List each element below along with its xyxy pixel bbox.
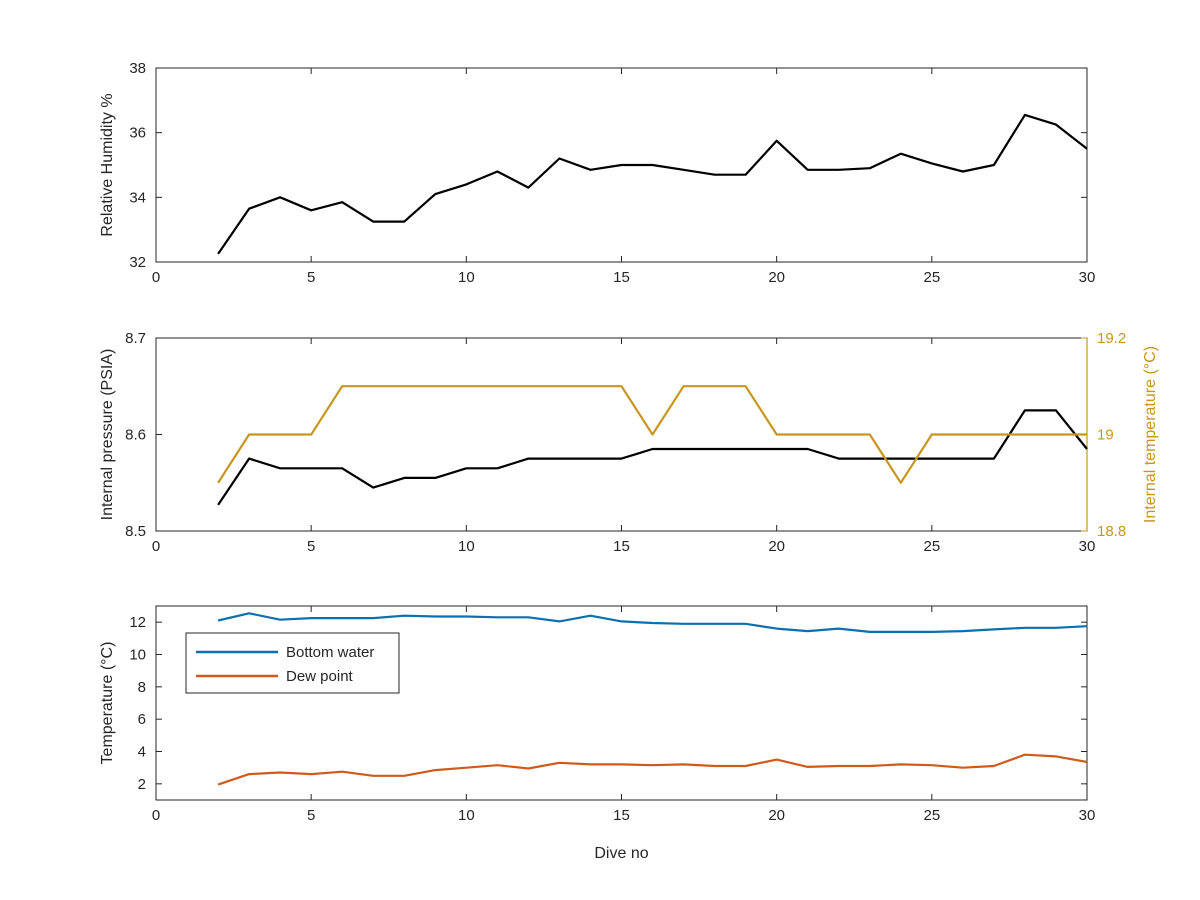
y-tick-label: 36 — [129, 125, 146, 142]
y-tick-label: 8.7 — [125, 330, 146, 347]
series-line-1 — [217, 113, 1088, 255]
y-right-axis-label: Internal temperature (°C) — [1142, 346, 1159, 523]
y-axis-label: Internal pressure (PSIA) — [99, 349, 116, 521]
x-tick-label: 5 — [307, 269, 315, 286]
x-tick-label: 10 — [458, 538, 475, 555]
x-tick-label: 0 — [152, 538, 160, 555]
y-axis-label: Relative Humidity % — [99, 93, 116, 236]
subplot-1: 0 5 10 15 20 25 30 32 34 36 38 Relative Humidity % — [99, 60, 1095, 286]
y-tick-label: 4 — [138, 744, 146, 761]
x-tick-label: 15 — [613, 538, 630, 555]
x-tick-label: 25 — [923, 538, 940, 555]
y-tick-label: 6 — [138, 711, 146, 728]
x-tick-label: 0 — [152, 807, 160, 824]
x-tick-label: 15 — [613, 807, 630, 824]
subplot-3: 0 5 10 15 20 25 30 2 4 6 8 10 12 Temperature (°C) Dive… — [99, 605, 1096, 862]
x-tick-label: 30 — [1079, 269, 1096, 286]
y-tick-label: 2 — [138, 776, 146, 793]
x-tick-label: 10 — [458, 269, 475, 286]
y-tick-label: 10 — [129, 647, 146, 664]
series-line-2 — [217, 385, 1087, 484]
series-line-1 — [217, 409, 1088, 506]
y-tick-label: 38 — [129, 60, 146, 77]
x-tick-label: 20 — [768, 538, 785, 555]
legend — [185, 632, 400, 694]
x-tick-label: 10 — [458, 807, 475, 824]
series-line-1 — [217, 612, 1088, 634]
x-tick-label: 20 — [768, 269, 785, 286]
y-axis-label: Temperature (°C) — [99, 642, 116, 765]
y-tick-label: 12 — [129, 614, 146, 631]
x-tick-label: 15 — [613, 269, 630, 286]
y-tick-label: 34 — [129, 189, 146, 206]
y-tick-label: 8.6 — [125, 427, 146, 444]
x-tick-label: 30 — [1079, 538, 1096, 555]
subplot-2: 0 5 10 15 20 25 30 8.5 8.6 8.7 18.8 19 19.2 Internal … — [99, 330, 1159, 555]
x-tick-label: 20 — [768, 807, 785, 824]
y-right-tick-label: 19.2 — [1097, 330, 1126, 347]
y-tick-label: 32 — [129, 254, 146, 271]
y-tick-label: 8 — [138, 679, 146, 696]
x-tick-label: 30 — [1079, 807, 1096, 824]
x-tick-label: 25 — [923, 807, 940, 824]
y-right-tick-label: 19 — [1097, 427, 1114, 444]
x-tick-label: 5 — [307, 807, 315, 824]
legend-entry: Bottom water — [286, 644, 374, 661]
y-tick-label: 8.5 — [125, 523, 146, 540]
series-line-2 — [217, 753, 1088, 786]
legend-entry: Dew point — [286, 668, 354, 685]
x-tick-label: 5 — [307, 538, 315, 555]
x-tick-label: 25 — [923, 269, 940, 286]
x-axis-label: Dive no — [594, 845, 648, 862]
y-right-tick-label: 18.8 — [1097, 523, 1126, 540]
x-tick-label: 0 — [152, 269, 160, 286]
